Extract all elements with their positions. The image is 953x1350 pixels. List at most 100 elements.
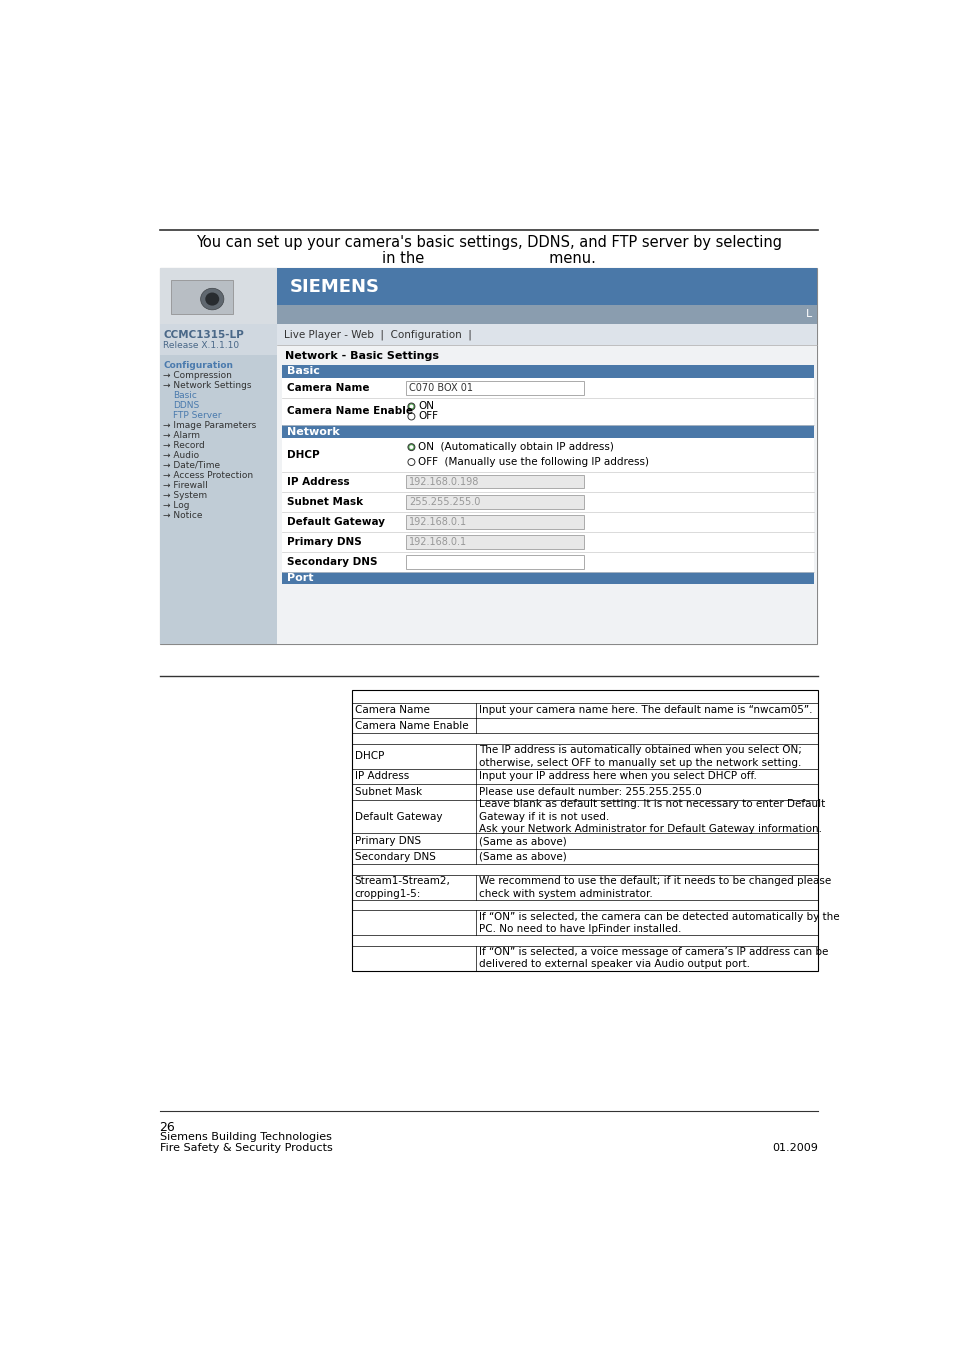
Circle shape [408,444,415,451]
Text: 01.2009: 01.2009 [772,1143,818,1153]
Text: You can set up your camera's basic settings, DDNS, and FTP server by selecting: You can set up your camera's basic setti… [195,235,781,250]
Bar [282,571,813,585]
Circle shape [408,413,415,420]
Text: → Compression: → Compression [163,371,233,379]
Bar [277,346,816,644]
Text: FTP Server: FTP Server [172,410,221,420]
Text: Secondary DNS: Secondary DNS [286,556,376,567]
Text: Camera Name: Camera Name [355,705,429,716]
Circle shape [408,404,415,410]
Text: 26: 26 [159,1122,175,1134]
Text: → Access Protection: → Access Protection [163,471,253,479]
Bar [406,475,583,489]
Ellipse shape [200,289,224,310]
Bar [352,690,818,971]
Text: C070 BOX 01: C070 BOX 01 [409,382,473,393]
Text: The IP address is automatically obtained when you select ON;
otherwise, select O: The IP address is automatically obtained… [478,745,801,768]
Text: Release X.1.1.10: Release X.1.1.10 [163,340,239,350]
Text: Configuration: Configuration [163,360,233,370]
Text: Input your IP address here when you select DHCP off.: Input your IP address here when you sele… [478,771,756,782]
Text: Primary DNS: Primary DNS [355,836,420,846]
Text: 192.168.0.1: 192.168.0.1 [409,517,467,526]
Bar [282,532,813,552]
Text: 192.168.0.1: 192.168.0.1 [409,536,467,547]
Text: DDNS: DDNS [172,401,199,409]
Text: Siemens Building Technologies: Siemens Building Technologies [159,1133,331,1142]
Text: → Network Settings: → Network Settings [163,381,252,390]
Text: Camera Name Enable: Camera Name Enable [286,406,413,417]
Bar [282,437,813,471]
Text: Network: Network [286,427,339,436]
Text: Basic: Basic [172,390,196,400]
Text: We recommend to use the default; if it needs to be changed please
check with sys: We recommend to use the default; if it n… [478,876,830,899]
Bar [159,269,816,644]
Bar [171,279,233,315]
Bar [406,555,583,568]
Bar [282,552,813,571]
Text: Basic: Basic [286,366,319,377]
Ellipse shape [205,293,219,305]
Text: DHCP: DHCP [355,752,384,761]
Bar [282,378,813,398]
Bar [277,269,816,305]
Bar [282,471,813,491]
Bar [282,512,813,532]
Text: → Audio: → Audio [163,451,199,460]
Bar [277,305,816,324]
Text: Secondary DNS: Secondary DNS [355,852,436,861]
Text: 192.168.0.198: 192.168.0.198 [409,477,479,486]
Text: → Firewall: → Firewall [163,481,208,490]
Text: Primary DNS: Primary DNS [286,536,361,547]
Text: Camera Name Enable: Camera Name Enable [355,721,468,730]
Circle shape [409,405,413,409]
Text: → Log: → Log [163,501,190,510]
Text: IP Address: IP Address [286,477,349,486]
Text: Default Gateway: Default Gateway [355,811,442,822]
Text: SIEMENS: SIEMENS [290,278,379,296]
Text: → Record: → Record [163,440,205,450]
Text: → Date/Time: → Date/Time [163,460,220,470]
Text: in the                           menu.: in the menu. [381,251,596,266]
Bar [406,494,583,509]
Text: Stream1-Stream2,
cropping1-5:: Stream1-Stream2, cropping1-5: [355,876,450,899]
Text: Default Gateway: Default Gateway [286,517,384,526]
Bar [406,514,583,528]
Text: Port: Port [286,572,313,583]
Circle shape [408,459,415,466]
Text: → Alarm: → Alarm [163,431,200,440]
Text: DHCP: DHCP [286,450,319,459]
Bar [282,366,813,378]
Text: IP Address: IP Address [355,771,409,782]
Text: Fire Safety & Security Products: Fire Safety & Security Products [159,1143,332,1153]
Text: CCMC1315-LP: CCMC1315-LP [163,329,244,340]
Bar [282,491,813,512]
Text: Network - Basic Settings: Network - Basic Settings [285,351,438,362]
Bar [159,269,277,324]
Bar [282,398,813,425]
Text: Live Player - Web  |  Configuration  |: Live Player - Web | Configuration | [283,329,471,340]
Text: OFF  (Manually use the following IP address): OFF (Manually use the following IP addre… [418,458,649,467]
Text: If “ON” is selected, the camera can be detected automatically by the
PC. No need: If “ON” is selected, the camera can be d… [478,911,839,934]
Bar [159,269,277,644]
Text: Subnet Mask: Subnet Mask [286,497,362,506]
Bar [277,324,816,346]
Bar [406,381,583,394]
Text: OFF: OFF [418,412,438,421]
Text: Subnet Mask: Subnet Mask [355,787,421,796]
Text: ON  (Automatically obtain IP address): ON (Automatically obtain IP address) [418,443,614,452]
Text: ON: ON [418,401,434,412]
Text: L: L [805,309,811,320]
Circle shape [409,446,413,450]
Text: Input your camera name here. The default name is “nwcam05”.: Input your camera name here. The default… [478,705,812,716]
Text: → Image Parameters: → Image Parameters [163,421,256,429]
Text: (Same as above): (Same as above) [478,836,566,846]
Bar [282,425,813,437]
Text: Please use default number: 255.255.255.0: Please use default number: 255.255.255.0 [478,787,700,796]
Text: → System: → System [163,491,208,500]
Text: 255.255.255.0: 255.255.255.0 [409,497,480,506]
Text: Leave blank as default setting. It is not necessary to enter Default
Gateway if : Leave blank as default setting. It is no… [478,799,824,834]
Text: If “ON” is selected, a voice message of camera’s IP address can be
delivered to : If “ON” is selected, a voice message of … [478,946,827,969]
Text: → Notice: → Notice [163,510,203,520]
Bar [406,535,583,548]
Bar [159,324,277,355]
